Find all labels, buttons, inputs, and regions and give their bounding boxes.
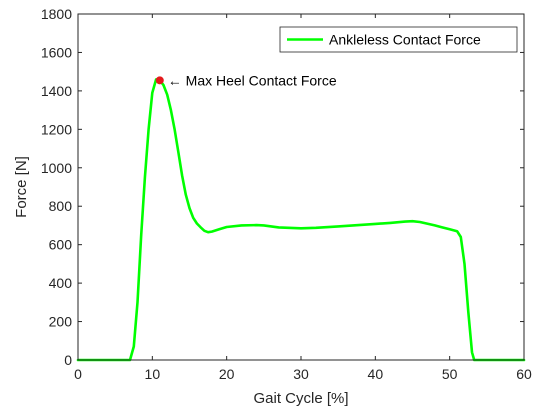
x-tick-label-20: 20 bbox=[219, 366, 235, 382]
max-heel-contact-force-marker bbox=[155, 76, 164, 85]
y-tick-label-1400: 1400 bbox=[41, 83, 72, 99]
x-tick-label-10: 10 bbox=[145, 366, 161, 382]
y-tick-label-0: 0 bbox=[64, 352, 72, 368]
x-tick-label-40: 40 bbox=[368, 366, 384, 382]
y-tick-label-1800: 1800 bbox=[41, 6, 72, 22]
y-tick-label-200: 200 bbox=[49, 314, 73, 330]
legend-label: Ankleless Contact Force bbox=[329, 32, 481, 48]
plot-area bbox=[78, 14, 524, 360]
y-tick-label-1200: 1200 bbox=[41, 121, 72, 137]
x-tick-label-30: 30 bbox=[293, 366, 309, 382]
x-tick-label-60: 60 bbox=[516, 366, 532, 382]
axis-tick-labels: 0 10 20 30 40 50 60020040060080010001200140016… bbox=[41, 6, 532, 382]
y-tick-label-800: 800 bbox=[49, 198, 73, 214]
plot-frame bbox=[77, 13, 525, 361]
y-tick-label-1000: 1000 bbox=[41, 160, 72, 176]
x-axis-label: Gait Cycle [%] bbox=[253, 390, 348, 407]
legend: Ankleless Contact Force bbox=[279, 26, 518, 53]
y-tick-label-400: 400 bbox=[49, 275, 73, 291]
max-heel-contact-force-annotation: ← Max Heel Contact Force bbox=[168, 72, 337, 88]
y-tick-label-1600: 1600 bbox=[41, 44, 72, 60]
x-tick-label-0: 0 bbox=[74, 366, 82, 382]
y-tick-label-600: 600 bbox=[49, 237, 73, 253]
y-axis-label: Force [N] bbox=[13, 156, 30, 218]
x-tick-label-50: 50 bbox=[442, 366, 458, 382]
